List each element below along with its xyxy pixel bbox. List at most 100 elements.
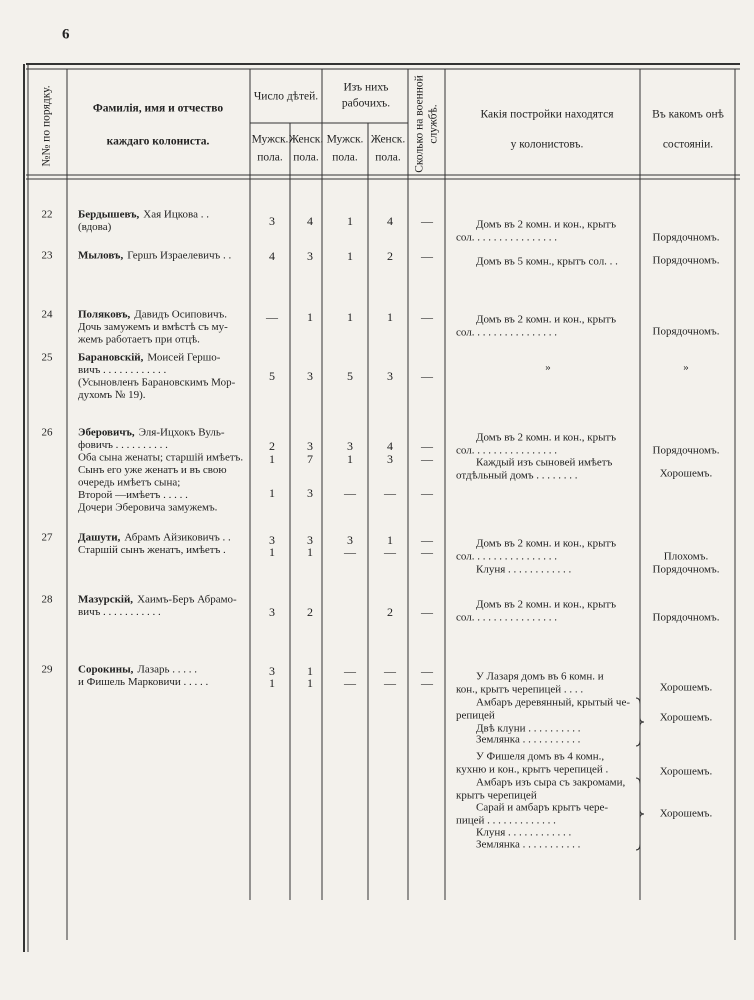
count: 2: [387, 605, 393, 619]
building-line: отдѣльный домъ . . . . . . . .: [456, 470, 578, 482]
building-line: Домъ въ 5 комн., крытъ сол. . .: [476, 256, 618, 268]
count: 3: [269, 605, 275, 619]
name-line: фовичъ . . . . . . . . . .: [78, 439, 168, 451]
header-name: каждаго колониста.: [107, 136, 210, 148]
building-line: сол. . . . . . . . . . . . . . . .: [456, 232, 557, 244]
count: —: [343, 676, 357, 690]
count: 3: [307, 369, 313, 383]
name-line: и Фишель Марковичи . . . . .: [78, 676, 209, 688]
count: 1: [269, 676, 275, 690]
building-line: кухню и кон., крытъ черепицей .: [456, 764, 609, 776]
header-male: пола.: [332, 152, 358, 164]
count: —: [420, 676, 434, 690]
count: 1: [269, 452, 275, 466]
count: 3: [387, 452, 393, 466]
building-line: Домъ въ 2 комн. и кон., крытъ: [476, 314, 616, 326]
count: 3: [347, 439, 353, 453]
count: 1: [269, 486, 275, 500]
building-line: Каждый изъ сыновей имѣетъ: [476, 457, 613, 469]
count: —: [383, 486, 397, 500]
header-male: пола.: [257, 152, 283, 164]
name-line: Дочери Эберовича замужемъ.: [78, 502, 218, 514]
condition: Порядочномъ.: [653, 612, 720, 624]
header-workers: Изъ нихъ: [343, 82, 388, 94]
name-line: Второй —имѣетъ . . . . .: [78, 489, 188, 501]
count: —: [343, 486, 357, 500]
surname: Барановскій,: [78, 352, 144, 364]
condition: Порядочномъ.: [653, 326, 720, 338]
count: —: [420, 214, 434, 228]
count: —: [420, 310, 434, 324]
count: 2: [269, 439, 275, 453]
surname: Дашути,: [78, 532, 121, 544]
header-military: службѣ.: [428, 104, 440, 143]
count: —: [383, 545, 397, 559]
count: 4: [307, 214, 313, 228]
surname: Мыловъ,: [78, 250, 123, 262]
building-line: У Лазаря домъ въ 6 комн. и: [476, 671, 604, 683]
surname: Поляковъ,: [78, 309, 131, 321]
condition: Хорошемъ.: [660, 468, 713, 480]
name-line: Хая Ицкова . .: [143, 209, 209, 221]
name-line: Старшій сынъ женатъ, имѣетъ .: [78, 544, 226, 556]
building-line: репицей: [456, 710, 495, 722]
count: —: [383, 676, 397, 690]
building-line: Домъ въ 2 комн. и кон., крытъ: [476, 599, 616, 611]
count: 3: [269, 533, 275, 547]
condition: Хорошемъ.: [660, 712, 713, 724]
count: 3: [387, 369, 393, 383]
row-number: 28: [42, 594, 54, 606]
building-line: крытъ черепицей: [456, 790, 537, 802]
name-line: Сынъ его уже женатъ и въ свою: [78, 464, 227, 476]
header-female: пола.: [293, 152, 319, 164]
building-line: сол. . . . . . . . . . . . . . . .: [456, 551, 557, 563]
header-buildings: у колонистовъ.: [511, 139, 584, 151]
count: 1: [269, 545, 275, 559]
condition: Порядочномъ.: [653, 255, 720, 267]
count: —: [383, 664, 397, 678]
name-line: Моисей Гершо-: [147, 352, 220, 364]
count: —: [420, 369, 434, 383]
condition: Хорошемъ.: [660, 682, 713, 694]
row-number: 22: [42, 209, 53, 221]
building-line: сол. . . . . . . . . . . . . . . .: [456, 327, 557, 339]
building-line: Домъ въ 2 комн. и кон., крытъ: [476, 538, 616, 550]
name-line: вичъ . . . . . . . . . . . .: [78, 364, 167, 376]
name-line: Абрамъ Айзиковичъ . .: [124, 532, 231, 544]
name-line: Оба сына женаты; старшій имѣетъ.: [78, 452, 243, 464]
header-male: Мужск.: [252, 134, 289, 146]
count: 1: [347, 214, 353, 228]
name-line: вичъ . . . . . . . . . . .: [78, 606, 161, 618]
header-name: Фамилія, имя и отчество: [93, 103, 224, 115]
count: —: [420, 533, 434, 547]
header-children: Число дѣтей.: [254, 91, 318, 103]
building-line: кон., крытъ черепицей . . . .: [456, 684, 583, 696]
count: 4: [387, 214, 393, 228]
count: 3: [307, 249, 313, 263]
header-workers: рабочихъ.: [342, 98, 390, 110]
count: —: [420, 452, 434, 466]
count: 1: [347, 452, 353, 466]
count: 3: [347, 533, 353, 547]
surname: Мазурскій,: [78, 594, 133, 606]
condition: Хорошемъ.: [660, 808, 713, 820]
count: 2: [387, 249, 393, 263]
count: —: [420, 605, 434, 619]
name-line: Гершъ Израелевичъ . .: [127, 250, 231, 262]
header-military: Сколько на военной: [414, 75, 426, 173]
building-line: сол. . . . . . . . . . . . . . . .: [456, 612, 557, 624]
header-female: пола.: [375, 152, 401, 164]
count: 1: [307, 310, 313, 324]
header-male: Мужск.: [327, 134, 364, 146]
name-line: (вдова): [78, 221, 112, 233]
count: 3: [307, 439, 313, 453]
count: —: [420, 664, 434, 678]
condition: Порядочномъ.: [653, 445, 720, 457]
count: 1: [307, 676, 313, 690]
row-number: 23: [42, 250, 54, 262]
building-line: пицей . . . . . . . . . . . . .: [456, 815, 556, 827]
count: —: [420, 249, 434, 263]
building-line: Клуня . . . . . . . . . . . .: [476, 564, 572, 576]
